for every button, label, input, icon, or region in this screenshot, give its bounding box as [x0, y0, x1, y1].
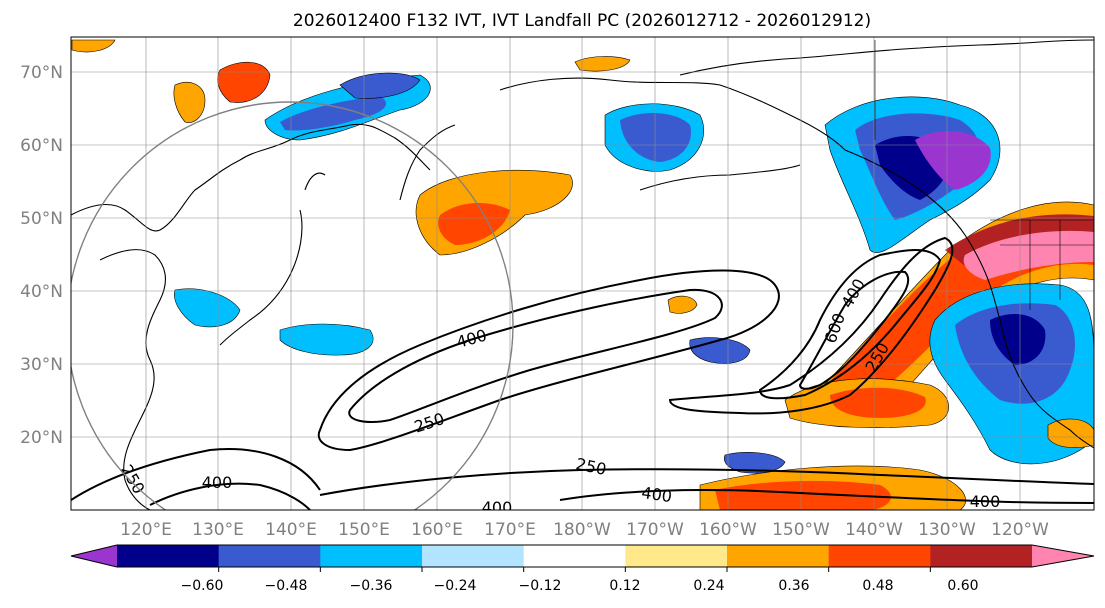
- landfall-radius-circle: [71, 101, 514, 510]
- negative-region-alaska-purple: [915, 131, 991, 190]
- coastline-asia: [71, 123, 431, 510]
- negative-blob-japan: [279, 323, 374, 356]
- longitude-labels: 120°E 130°E 140°E 150°E 160°E 170°E 180°…: [120, 520, 1049, 540]
- colorbar-segment: [422, 545, 525, 567]
- colorbar-segment: [218, 545, 321, 567]
- colorbar-tick-label: 0.36: [778, 578, 809, 594]
- positive-region-subtropical-core: [830, 387, 926, 418]
- lon-label: 120°E: [120, 520, 172, 540]
- lat-label: 50°N: [20, 209, 63, 229]
- colorbar-tick-label: −0.48: [265, 578, 308, 594]
- contour-250-south: [71, 448, 1094, 501]
- colorbar-segment: [828, 545, 931, 567]
- coastlines: [71, 39, 1094, 510]
- colorbar-extension-min: [71, 545, 117, 567]
- lon-label: 130°W: [918, 520, 976, 540]
- lat-label: 40°N: [20, 282, 63, 302]
- map-frame: [70, 36, 1095, 511]
- shaded-field: [71, 39, 1094, 510]
- positive-region-bering-core: [438, 203, 510, 245]
- colorbar-ticks: [218, 567, 931, 572]
- colorbar-tick-label: 0.48: [862, 578, 893, 594]
- colorbar-tick-label: −0.24: [434, 578, 477, 594]
- contour-label: 400: [202, 473, 233, 492]
- colorbar-tick-label: −0.60: [181, 578, 224, 594]
- lon-label: 170°W: [626, 520, 684, 540]
- contour-250-east: [668, 236, 954, 415]
- colorbar-tick-label: 0.24: [693, 578, 724, 594]
- lon-label: 140°E: [265, 520, 317, 540]
- positive-blob-central: [667, 295, 698, 314]
- colorbar-segment: [930, 545, 1033, 567]
- positive-region-pink: [963, 230, 1094, 280]
- lon-label: 150°E: [338, 520, 390, 540]
- border-canada-us: [874, 40, 1094, 221]
- colorbar-tick-labels: −0.60 −0.48 −0.36 −0.24 −0.12 0.12 0.24 …: [181, 578, 979, 594]
- colorbar-tick-label: −0.12: [519, 578, 562, 594]
- colorbar-segment: [523, 545, 626, 567]
- lon-label: 180°W: [553, 520, 611, 540]
- lon-label: 170°E: [484, 520, 536, 540]
- colorbar-segment: [727, 545, 830, 567]
- colorbar-tick-label: 0.60: [947, 578, 978, 594]
- lon-label: 160°W: [699, 520, 757, 540]
- colorbar-tick-label: −0.36: [350, 578, 393, 594]
- colorbar-extension-max: [1032, 545, 1094, 567]
- contour-400-south: [149, 482, 1094, 510]
- ivt-contours: [71, 236, 1094, 510]
- coastline-kamchatka: [399, 124, 456, 201]
- map-panel: 400 250 250 400 400 250 600 400 250 400 …: [70, 36, 1095, 517]
- lat-label: 70°N: [20, 63, 63, 83]
- coastline-north-america: [844, 149, 1094, 449]
- contour-400-central: [348, 288, 723, 423]
- latitude-labels: 70°N 60°N 50°N 40°N 30°N 20°N: [20, 63, 63, 448]
- map-title: 2026012400 F132 IVT, IVT Landfall PC (20…: [293, 11, 871, 31]
- contour-400-east: [758, 249, 942, 400]
- lon-label: 120°W: [991, 520, 1049, 540]
- contour-label: 400: [482, 498, 513, 517]
- coastline-alaska: [499, 77, 846, 191]
- colorbar-segments: [71, 545, 1094, 567]
- coastline-arctic: [679, 39, 1094, 76]
- colorbar-segment: [625, 545, 728, 567]
- lon-label: 160°E: [411, 520, 463, 540]
- positive-blob-arctic: [574, 56, 631, 72]
- borders: [874, 40, 1094, 310]
- colorbar-outline: [70, 544, 1095, 568]
- positive-blob-nw: [71, 39, 116, 53]
- lat-label: 60°N: [20, 136, 63, 156]
- negative-region-bering-sea-blue: [620, 113, 691, 162]
- negative-region-north-pacific-blue: [280, 96, 386, 131]
- contour-label: 400: [970, 492, 1001, 511]
- negative-blob-arctic: [339, 72, 421, 99]
- gridlines: [71, 37, 1094, 510]
- negative-blob-asia: [174, 288, 241, 328]
- colorbar-segment: [117, 545, 220, 567]
- positive-region-south-core: [715, 480, 891, 510]
- lon-label: 140°W: [845, 520, 903, 540]
- negative-region-east-navy: [990, 314, 1046, 365]
- lon-label: 130°E: [192, 520, 244, 540]
- contour-600-east: [798, 270, 910, 390]
- contour-250-central: [317, 269, 780, 452]
- colorbar: −0.60 −0.48 −0.36 −0.24 −0.12 0.12 0.24 …: [70, 544, 1095, 594]
- contour-label: 400: [640, 483, 673, 506]
- lat-label: 20°N: [20, 428, 63, 448]
- coastline-japan: [219, 172, 326, 346]
- positive-blob-2: [173, 81, 206, 123]
- border-states: [1000, 220, 1094, 310]
- colorbar-segment: [320, 545, 423, 567]
- colorbar-tick-label: 0.12: [609, 578, 640, 594]
- lat-label: 30°N: [20, 355, 63, 375]
- lon-label: 150°W: [772, 520, 830, 540]
